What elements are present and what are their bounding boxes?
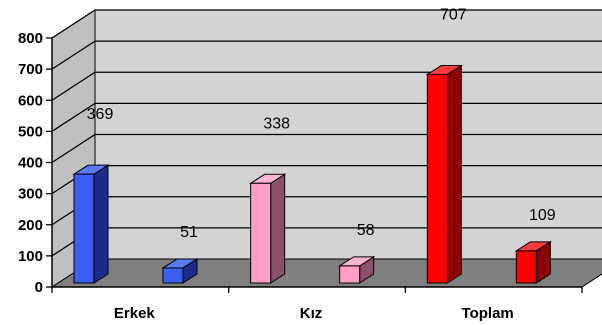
bar-front (73, 173, 95, 284)
y-tick-label: 800 (18, 30, 43, 47)
bar-kız-2 (337, 255, 376, 284)
bar-front (426, 73, 448, 284)
bar-front (162, 267, 184, 284)
data-label: 51 (180, 224, 198, 241)
y-tick-label: 600 (18, 92, 43, 109)
data-labels: 369 51 338 58 707 109 (87, 6, 556, 241)
data-label: 338 (263, 115, 290, 132)
category-labels: Erkek Kız Toplam (51, 287, 583, 322)
bar-side (446, 64, 462, 284)
gridlines (51, 9, 602, 257)
gridline-side (51, 71, 96, 101)
bar-side (270, 173, 286, 284)
gridline-side (51, 102, 96, 132)
y-tick-label: 700 (18, 61, 43, 78)
y-tick-label: 100 (18, 248, 43, 265)
y-tick-label: 200 (18, 217, 43, 234)
bar-front (339, 265, 361, 284)
category-label: Toplam (462, 305, 514, 322)
data-label: 369 (87, 106, 114, 123)
gridline-side (51, 40, 96, 70)
y-tick-label: 400 (18, 155, 43, 172)
bar-erkek-2 (161, 258, 199, 284)
bar-front (250, 182, 272, 284)
bar-kız-1 (248, 173, 287, 284)
chart-walls (50, 9, 602, 288)
y-tick-label: 300 (18, 186, 43, 203)
y-tick-label: 0 (35, 279, 43, 296)
category-label: Erkek (114, 305, 156, 322)
y-tick-label: 500 (18, 123, 43, 140)
bar-front (515, 250, 537, 284)
bar-erkek-1 (72, 164, 110, 284)
data-label: 109 (529, 207, 556, 224)
category-label: Kız (300, 305, 323, 322)
data-label: 58 (357, 222, 375, 239)
bar-side (93, 164, 109, 284)
bars (72, 64, 553, 284)
bar-toplam-1 (425, 64, 464, 284)
gridline-side (51, 133, 96, 164)
gridline-side (51, 9, 96, 39)
bar-toplam-2 (514, 240, 553, 284)
y-axis: 0 100 200 300 400 500 600 700 800 (18, 30, 582, 296)
data-label: 707 (440, 6, 467, 23)
